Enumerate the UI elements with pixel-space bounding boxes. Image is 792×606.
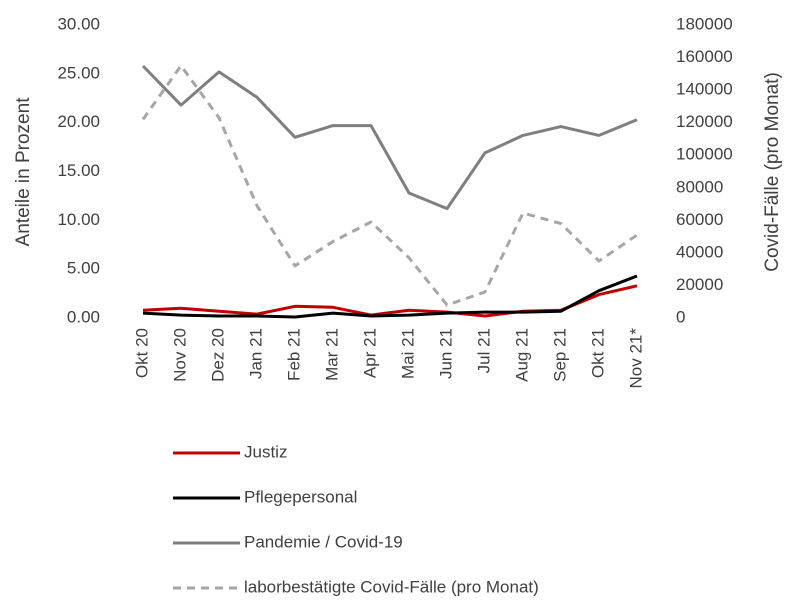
y-tick-label: 0.00 [67,307,100,326]
x-tick-label: Aug 21 [512,328,531,382]
x-tick-label: Okt 20 [132,328,151,378]
series-line [142,274,638,319]
x-tick-label: Dez 20 [208,328,227,382]
legend-label: laborbestätigte Covid-Fälle (pro Monat) [244,577,539,596]
series-line [141,64,638,307]
legend-label: Pflegepersonal [244,487,357,506]
y-tick-label: 30.00 [57,14,100,33]
x-tick-label: Nov 21* [626,328,645,389]
x-tick-label: Feb 21 [284,328,303,381]
x-tick-label: Apr 21 [360,328,379,378]
y2-tick-label: 20000 [676,275,723,294]
x-tick-label: Jul 21 [474,328,493,373]
y2-tick-label: 120000 [676,112,733,131]
y-tick-label: 10.00 [57,210,100,229]
y-axis-title: Anteile in Prozent [13,97,34,247]
series-line [141,64,638,211]
x-tick-label: Sep 21 [550,328,569,382]
x-tick-label: Mar 21 [322,328,341,381]
y-tick-label: 20.00 [57,112,100,131]
y2-tick-label: 180000 [676,14,733,33]
y2-tick-label: 100000 [676,145,733,164]
y2-tick-label: 60000 [676,210,723,229]
x-tick-label: Nov 20 [170,328,189,382]
legend-label: Pandemie / Covid-19 [244,532,403,551]
x-tick-label: Jun 21 [436,328,455,379]
legend-label: Justiz [244,442,287,461]
y2-tick-label: 0 [676,307,685,326]
y2-tick-label: 80000 [676,177,723,196]
x-tick-label: Jan 21 [246,328,265,379]
y-tick-label: 5.00 [67,259,100,278]
y2-tick-label: 40000 [676,242,723,261]
y-tick-label: 25.00 [57,63,100,82]
y2-tick-label: 160000 [676,47,733,66]
y2-tick-label: 140000 [676,80,733,99]
y-tick-label: 15.00 [57,161,100,180]
y2-axis-title: Covid-Fälle (pro Monat) [762,72,783,272]
x-tick-label: Mai 21 [398,328,417,379]
x-tick-label: Okt 21 [588,328,607,378]
